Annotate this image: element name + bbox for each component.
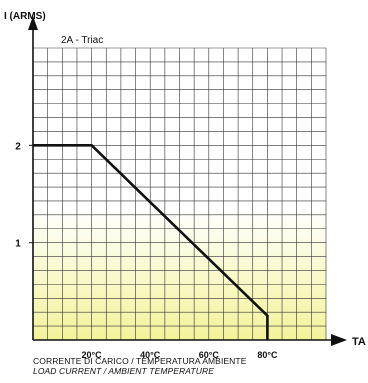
y-axis-arrow xyxy=(28,16,38,30)
y-tick-label: 1 xyxy=(15,239,21,250)
caption-english: LOAD CURRENT / AMBIENT TEMPERATURE xyxy=(33,366,214,376)
x-tick-label: 20°C xyxy=(82,350,103,360)
x-tick-label: 40°C xyxy=(140,350,161,360)
chart-title: 2A - Triac xyxy=(61,35,103,46)
x-axis-arrow xyxy=(331,334,347,346)
axes xyxy=(28,16,347,346)
caption-italian: CORRENTE DI CARICO / TEMPERATURA AMBIENT… xyxy=(33,356,247,366)
x-axis-label: TA xyxy=(352,336,366,348)
grid xyxy=(32,47,327,341)
series-line xyxy=(33,144,269,340)
y-axis-label: I (ARMS) xyxy=(4,11,46,22)
x-tick-label: 60°C xyxy=(199,350,220,360)
y-tick-label: 2 xyxy=(15,141,21,152)
x-tick-label: 80°C xyxy=(257,350,278,360)
series-group xyxy=(33,144,269,340)
labels-group: I (ARMS) 2A - Triac TA 1 2 20°C 40°C 60°C 80°C xyxy=(4,11,366,360)
